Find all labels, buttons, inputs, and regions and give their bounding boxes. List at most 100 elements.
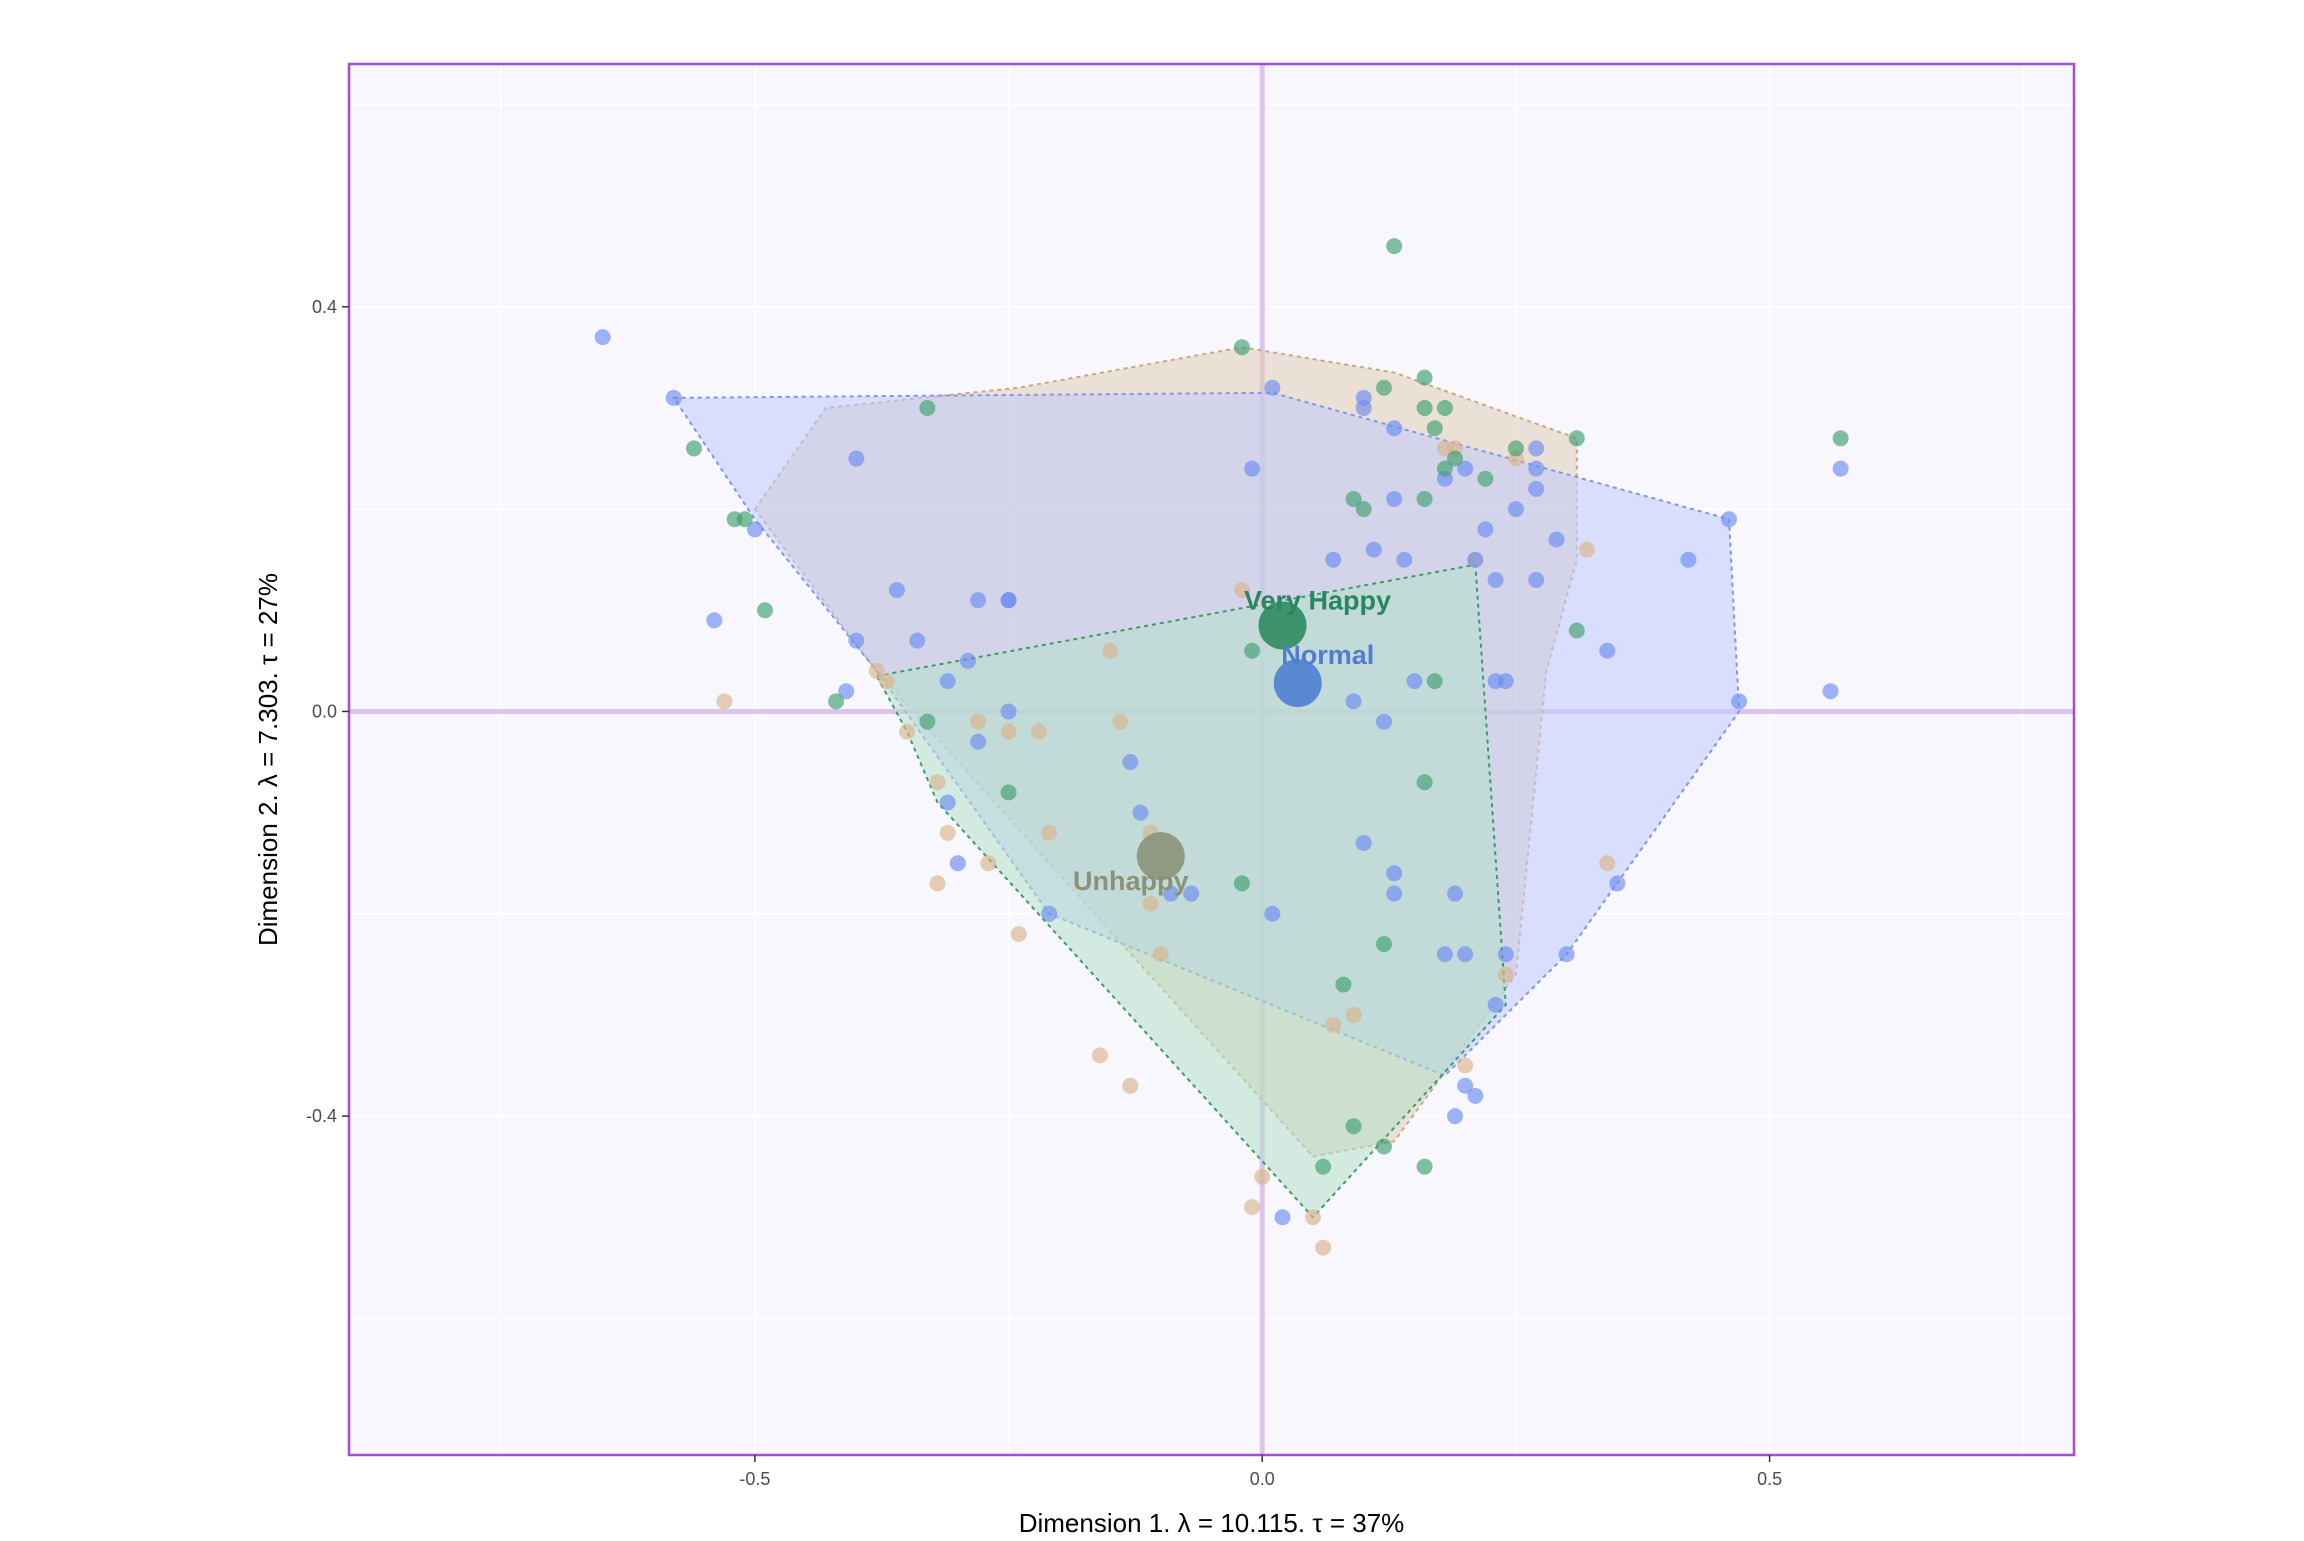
point-very-happy <box>919 399 936 416</box>
point-unhappy <box>1102 642 1119 659</box>
point-normal <box>1325 551 1342 568</box>
point-very-happy <box>1447 450 1464 467</box>
point-unhappy <box>1578 541 1595 558</box>
x-axis-title: Dimension 1. λ = 10.115. τ = 37% <box>1019 1508 1405 1536</box>
point-normal <box>746 521 763 538</box>
point-unhappy <box>1031 723 1047 740</box>
point-normal <box>1000 703 1017 720</box>
point-unhappy <box>1233 582 1250 599</box>
point-very-happy <box>757 602 774 619</box>
point-normal <box>1436 946 1453 963</box>
point-very-happy <box>1416 1158 1433 1175</box>
point-normal <box>1355 399 1372 416</box>
point-unhappy <box>1254 1168 1271 1185</box>
point-normal <box>1467 1087 1484 1104</box>
point-normal <box>1264 905 1281 922</box>
point-unhappy <box>970 713 987 730</box>
point-unhappy <box>1122 1077 1139 1094</box>
point-unhappy <box>1315 1239 1332 1256</box>
point-unhappy <box>1112 713 1129 730</box>
point-unhappy <box>868 662 885 679</box>
point-very-happy <box>1416 369 1433 386</box>
point-very-happy <box>1426 673 1443 690</box>
point-normal <box>1365 541 1382 558</box>
centroid-labels: Unhappy Normal Very Happy <box>1073 585 1391 896</box>
point-unhappy <box>716 693 733 710</box>
point-normal <box>1264 379 1281 396</box>
centroid-label-unhappy: Unhappy <box>1073 866 1189 896</box>
point-very-happy <box>1507 440 1524 457</box>
point-normal <box>1558 946 1575 963</box>
point-unhappy <box>878 673 895 690</box>
axis-ticks: -0.5 0.0 0.5 0.4 0.0 -0.4 <box>306 297 1782 1489</box>
point-very-happy <box>1386 238 1403 255</box>
point-normal <box>1528 480 1545 497</box>
y-axis-title: Dimension 2. λ = 7.303. τ = 27% <box>253 573 283 946</box>
point-unhappy <box>1010 926 1027 943</box>
point-normal <box>888 582 905 599</box>
point-unhappy <box>899 723 916 740</box>
point-normal <box>970 733 987 750</box>
y-tick-label: 0.4 <box>312 297 337 317</box>
centroid-label-normal: Normal <box>1281 640 1374 670</box>
group-centroids <box>1136 601 1322 881</box>
point-normal <box>939 673 956 690</box>
x-tick-label: 0.5 <box>1757 1469 1782 1489</box>
point-normal <box>1244 460 1261 477</box>
point-normal <box>1721 511 1737 528</box>
point-normal <box>1680 551 1697 568</box>
point-unhappy <box>1325 1017 1342 1034</box>
point-normal <box>665 389 682 406</box>
point-very-happy <box>1345 1118 1362 1135</box>
point-unhappy <box>980 855 997 872</box>
point-unhappy <box>1599 855 1616 872</box>
point-very-happy <box>1355 501 1372 518</box>
point-normal <box>1041 905 1058 922</box>
point-normal <box>1548 531 1565 548</box>
centroid-very-happy <box>1258 601 1307 650</box>
point-very-happy <box>1436 399 1453 416</box>
point-normal <box>706 612 723 629</box>
point-normal <box>1396 551 1413 568</box>
point-normal <box>1355 834 1372 851</box>
point-normal <box>1447 885 1464 902</box>
point-normal <box>1822 683 1839 700</box>
point-normal <box>1447 1108 1464 1125</box>
point-very-happy <box>1568 622 1585 639</box>
point-normal <box>1528 571 1545 588</box>
point-very-happy <box>1345 491 1362 508</box>
point-very-happy <box>1416 774 1433 791</box>
point-normal <box>949 855 966 872</box>
point-very-happy <box>828 693 845 710</box>
point-normal <box>939 794 956 811</box>
point-normal <box>848 632 865 649</box>
point-very-happy <box>1832 430 1849 447</box>
point-normal <box>1132 804 1149 821</box>
point-normal <box>1507 501 1524 518</box>
point-normal <box>1457 946 1474 963</box>
point-normal <box>1386 865 1403 882</box>
point-normal <box>1609 875 1626 892</box>
point-normal <box>1122 754 1139 771</box>
point-unhappy <box>1041 824 1058 841</box>
point-normal <box>1457 460 1474 477</box>
centroid-normal <box>1273 659 1322 708</box>
point-unhappy <box>1304 1209 1321 1226</box>
point-normal <box>1406 673 1423 690</box>
point-normal <box>970 592 987 609</box>
point-normal <box>1731 693 1748 710</box>
point-normal <box>1528 460 1545 477</box>
point-normal <box>1386 885 1403 902</box>
point-normal <box>1376 713 1392 730</box>
point-normal <box>1487 996 1504 1013</box>
point-normal <box>1457 1077 1474 1094</box>
point-normal <box>1467 551 1484 568</box>
y-tick-label: 0.0 <box>312 701 337 721</box>
point-normal <box>1497 946 1514 963</box>
point-unhappy <box>1457 1057 1474 1074</box>
point-normal <box>594 329 611 346</box>
point-normal <box>1000 592 1017 609</box>
point-very-happy <box>1315 1158 1332 1175</box>
point-normal <box>909 632 926 649</box>
